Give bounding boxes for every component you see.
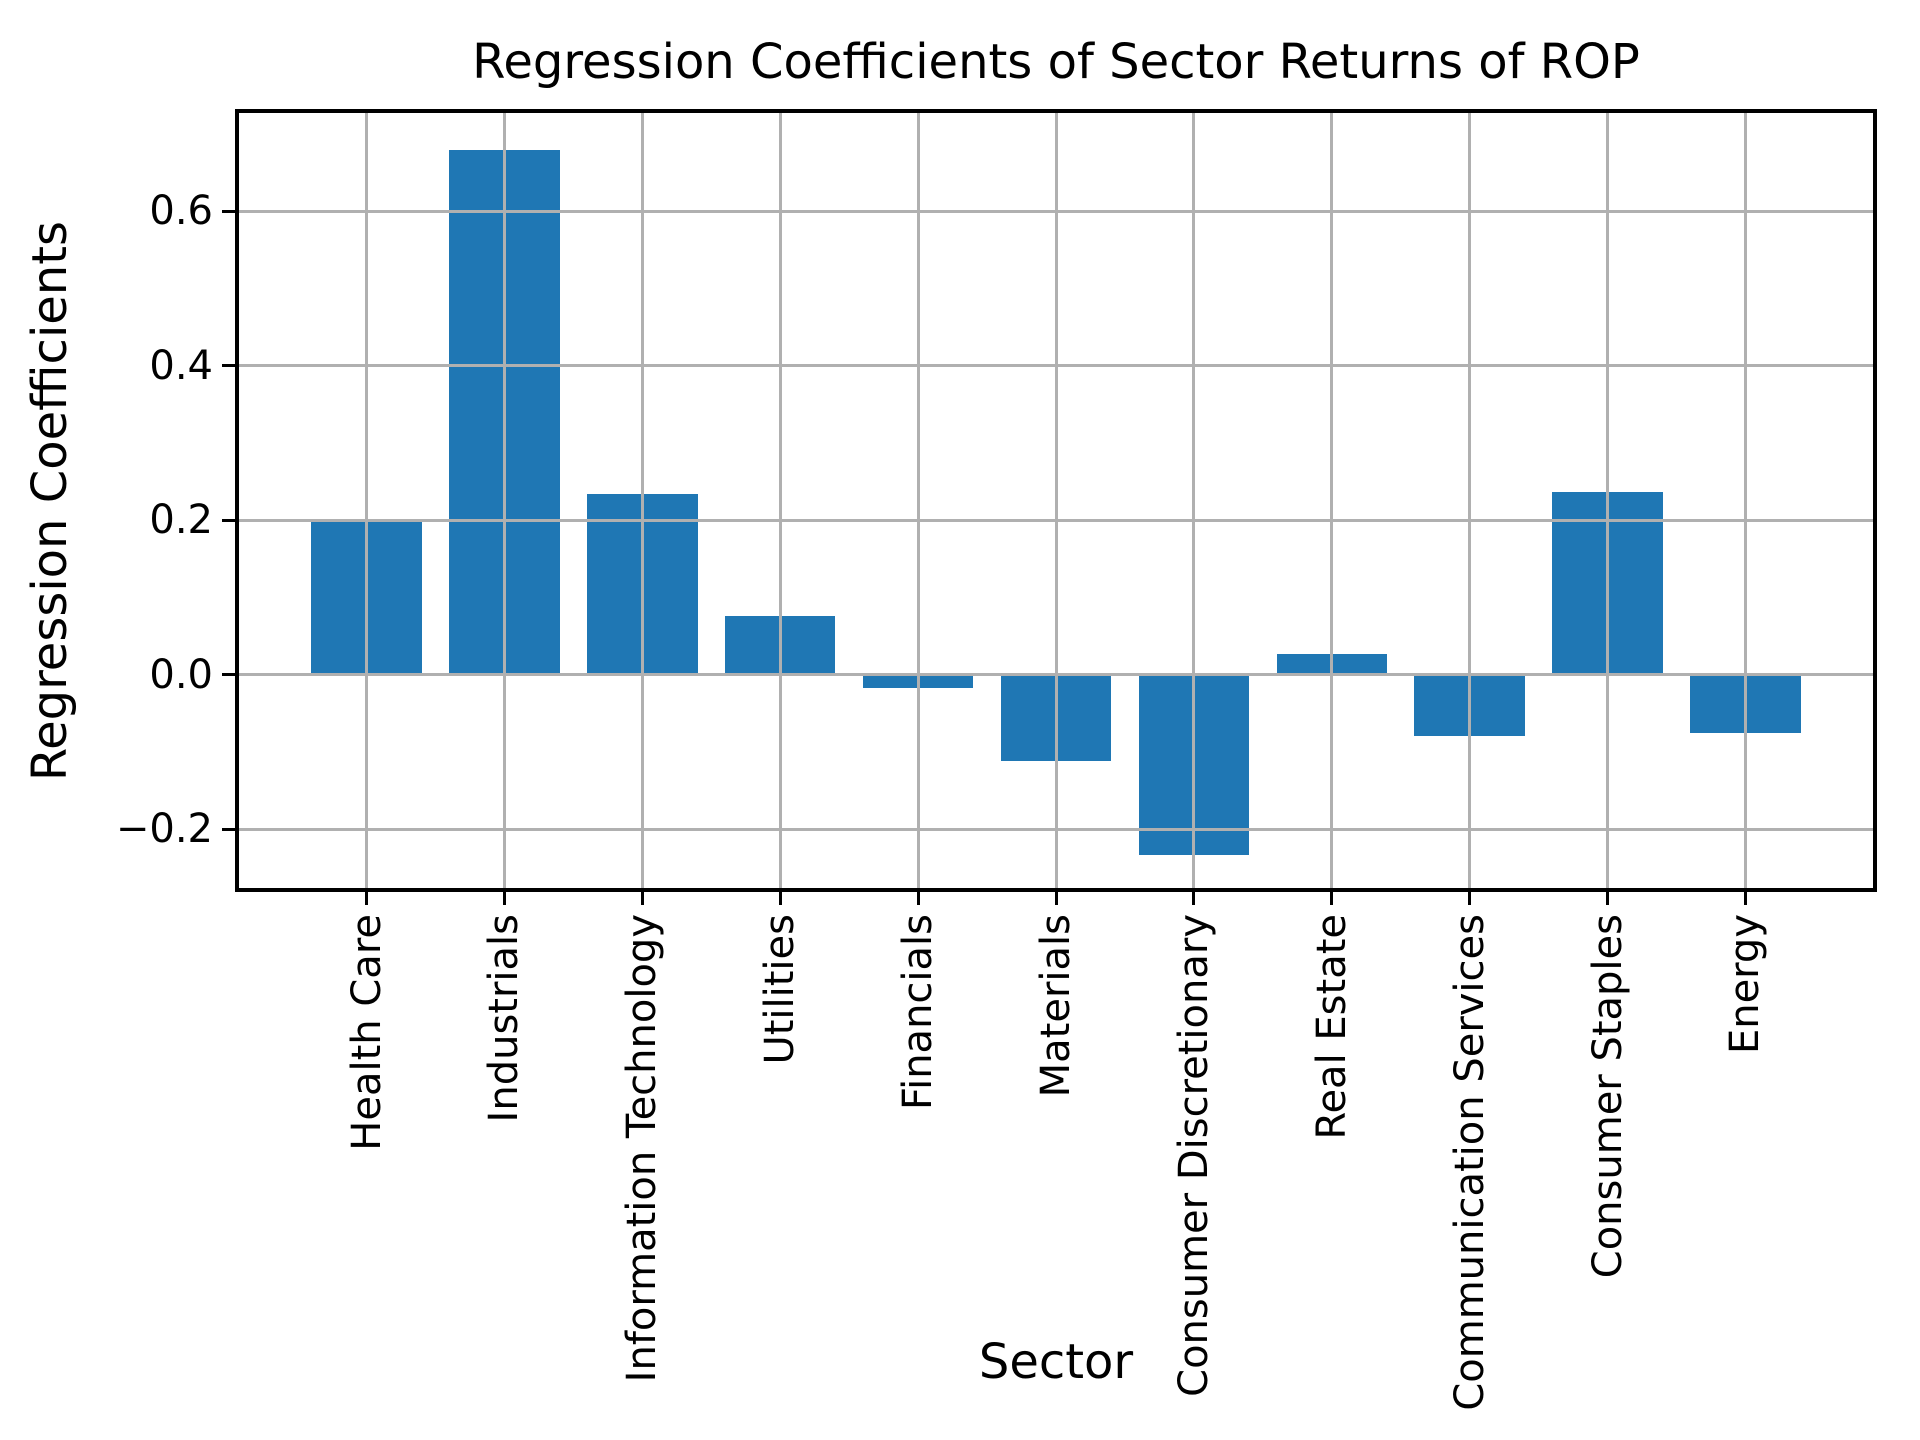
y-tick-mark [222,827,237,831]
v-gridline [640,111,644,890]
v-gridline [365,111,369,890]
x-tick-mark [1054,890,1058,905]
x-tick-mark [778,890,782,905]
v-gridline [1054,111,1058,890]
v-gridline [1468,111,1472,890]
chart-title: Regression Coefficients of Sector Return… [472,34,1640,90]
y-tick-mark [222,209,237,213]
x-tick-mark [502,890,506,905]
top-spine [235,109,1877,113]
x-tick-label-industrials: Industrials [481,914,528,1123]
v-gridline [502,111,506,890]
x-axis-label: Sector [978,1334,1134,1390]
y-tick-mark [222,518,237,522]
v-gridline [1192,111,1196,890]
x-tick-mark [1192,890,1196,905]
x-tick-label-consumer-staples: Consumer Staples [1584,914,1631,1279]
x-tick-mark [1743,890,1747,905]
v-gridline [1606,111,1609,890]
y-tick-mark [222,673,237,677]
left-spine [235,109,239,892]
x-tick-mark [1330,890,1334,905]
y-tick-label: −0.2 [115,806,213,852]
x-tick-label-consumer-discretionary: Consumer Discretionary [1170,914,1217,1397]
v-gridline [1743,111,1747,890]
y-tick-label: 0.2 [149,497,213,544]
x-tick-label-utilities: Utilities [757,914,804,1065]
v-gridline [778,111,782,890]
x-tick-label-real-estate: Real Estate [1308,914,1355,1140]
x-tick-label-information-technology: Information Technology [619,914,666,1383]
v-gridline [916,111,920,890]
x-tick-mark [365,890,369,905]
x-tick-label-financials: Financials [895,914,942,1110]
y-tick-label: 0.0 [149,651,213,698]
v-gridline [1330,111,1334,890]
x-tick-mark [640,890,644,905]
x-tick-label-communication-services: Communication Services [1446,914,1493,1411]
right-spine [1873,109,1877,892]
y-tick-mark [222,364,237,368]
x-tick-label-energy: Energy [1722,914,1769,1055]
y-tick-label: 0.6 [149,188,213,235]
x-tick-mark [1606,890,1609,905]
y-tick-label: 0.4 [149,342,213,389]
x-tick-label-materials: Materials [1033,914,1079,1098]
x-tick-mark [916,890,920,905]
x-tick-mark [1468,890,1472,905]
x-tick-label-health-care: Health Care [343,914,390,1151]
